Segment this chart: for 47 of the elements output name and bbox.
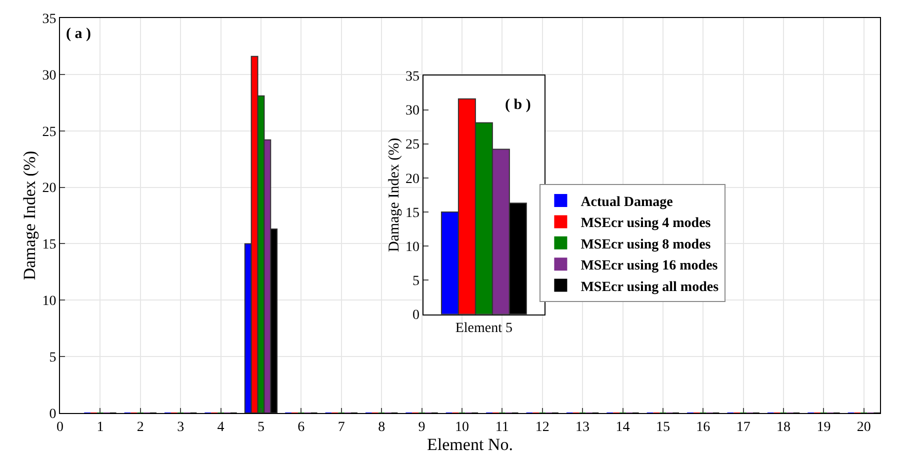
legend-label: MSEcr using 16 modes bbox=[580, 258, 718, 274]
x-tick-label: 11 bbox=[495, 420, 509, 435]
x-tick-label: 5 bbox=[257, 420, 264, 435]
y-tick-label: 30 bbox=[405, 104, 420, 119]
x-tick-label: 3 bbox=[177, 420, 184, 435]
annotation: ( a ) bbox=[66, 26, 91, 42]
y-axis-title: Damage Index (%) bbox=[20, 150, 39, 280]
x-tick-label: 8 bbox=[378, 420, 386, 435]
y-tick-label: 5 bbox=[412, 274, 420, 290]
legend-label: MSEcr using 8 modes bbox=[580, 237, 712, 252]
legend-label: MSEcr using all modes bbox=[580, 280, 720, 295]
x-tick-label: 16 bbox=[696, 420, 710, 435]
x-tick-label: 20 bbox=[856, 420, 871, 435]
x-axis-title: Element No. bbox=[427, 434, 513, 454]
x-tick-label: 4 bbox=[217, 420, 224, 435]
legend-label: MSEcr using 4 modes bbox=[580, 216, 712, 232]
y-tick-label: 30 bbox=[42, 68, 56, 84]
x-tick-label: 15 bbox=[656, 420, 670, 435]
x-tick-label: 19 bbox=[816, 420, 831, 435]
x-tick-label: 12 bbox=[535, 420, 550, 435]
y-tick-label: 15 bbox=[405, 206, 420, 221]
x-tick-label: 14 bbox=[616, 420, 630, 435]
y-tick-label: 0 bbox=[412, 308, 420, 324]
x-tick-label: 6 bbox=[298, 420, 305, 435]
y-tick-label: 10 bbox=[405, 240, 420, 255]
y-tick-label: 25 bbox=[42, 124, 56, 140]
y-tick-label: 20 bbox=[405, 172, 420, 187]
x-tick-label: Element 5 bbox=[455, 321, 513, 336]
y-tick-label: 35 bbox=[42, 12, 56, 27]
x-tick-label: 18 bbox=[776, 420, 791, 435]
y-axis-title: Damage Index (%) bbox=[386, 138, 403, 252]
x-tick-label: 2 bbox=[136, 420, 144, 435]
legend-label: Actual Damage bbox=[580, 194, 673, 210]
x-tick-label: 1 bbox=[96, 420, 104, 435]
annotation: ( b ) bbox=[505, 97, 531, 113]
y-tick-label: 5 bbox=[49, 350, 56, 366]
x-tick-label: 9 bbox=[418, 420, 426, 435]
y-tick-label: 35 bbox=[405, 70, 420, 85]
x-tick-label: 7 bbox=[338, 420, 345, 435]
y-tick-label: 20 bbox=[42, 181, 56, 196]
y-tick-label: 25 bbox=[405, 138, 420, 153]
x-tick-label: 10 bbox=[454, 420, 469, 435]
x-tick-label: 13 bbox=[576, 420, 590, 435]
x-tick-label: 17 bbox=[736, 420, 750, 435]
y-tick-label: 10 bbox=[42, 294, 56, 310]
y-tick-label: 0 bbox=[49, 406, 56, 422]
y-tick-label: 15 bbox=[42, 238, 56, 253]
